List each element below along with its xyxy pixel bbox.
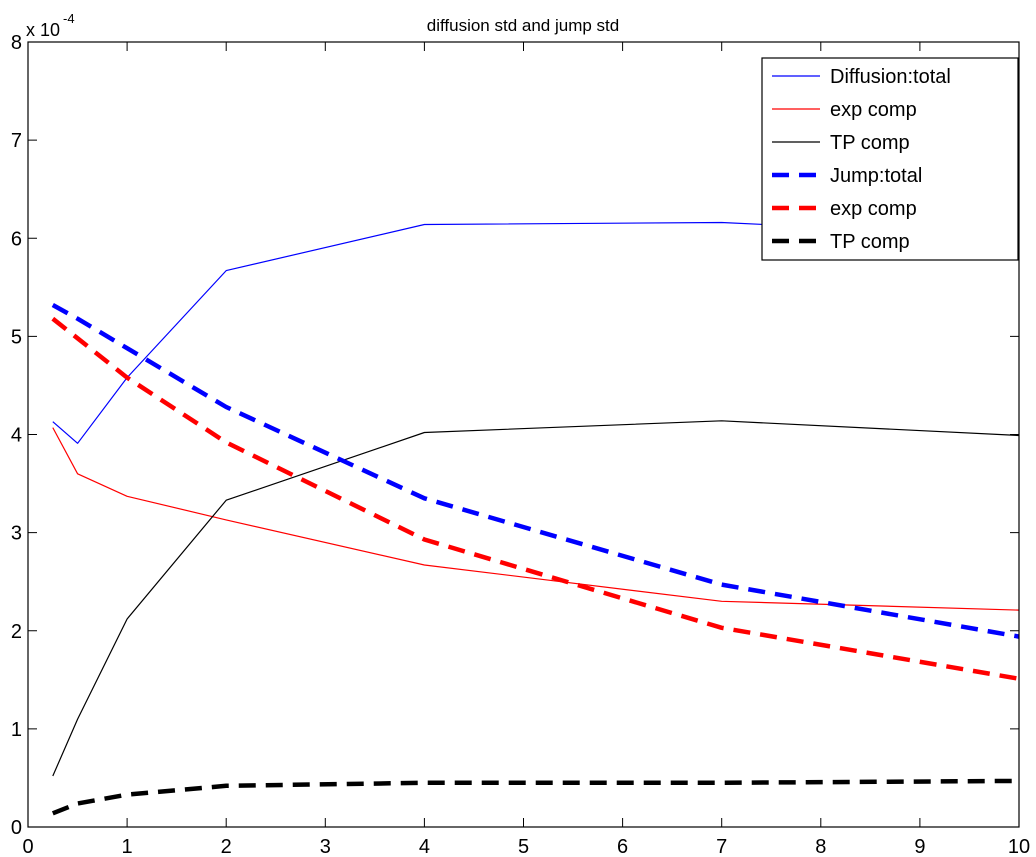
- chart-title: diffusion std and jump std: [427, 16, 619, 35]
- y-tick-label-0: 0: [11, 817, 22, 839]
- y-tick-label-7: 7: [11, 130, 22, 152]
- y-multiplier-base: x 10: [26, 20, 60, 40]
- x-tick-label-7: 7: [716, 836, 727, 857]
- series-layer: [51, 221, 1020, 816]
- x-tick-label-4: 4: [419, 836, 430, 857]
- x-tick-label-3: 3: [320, 836, 331, 857]
- x-tick-label-10: 10: [1008, 836, 1030, 857]
- x-tick-label-2: 2: [221, 836, 232, 857]
- y-tick-label-1: 1: [11, 719, 22, 741]
- y-tick-label-6: 6: [11, 228, 22, 250]
- legend-box: [761, 57, 1019, 261]
- axes-layer: [27, 41, 1020, 828]
- y-tick-label-2: 2: [11, 621, 22, 643]
- y-tick-label-3: 3: [11, 523, 22, 545]
- x-tick-label-6: 6: [617, 836, 628, 857]
- legend-label-3: Jump:total: [830, 165, 922, 187]
- x-tick-label-5: 5: [518, 836, 529, 857]
- x-tick-label-0: 0: [22, 836, 33, 857]
- y-tick-label-8: 8: [11, 32, 22, 54]
- y-tick-label-5: 5: [11, 326, 22, 348]
- x-tick-label-9: 9: [914, 836, 925, 857]
- legend-label-1: exp comp: [830, 99, 917, 121]
- y-tick-label-4: 4: [11, 425, 22, 447]
- legend-label-5: TP comp: [830, 231, 910, 253]
- x-tick-label-8: 8: [815, 836, 826, 857]
- tick-label-layer: 0 1 2 3 4 5 6 7 8 9 10 0 1 2 3 4 5 6 7 8: [11, 32, 1030, 857]
- legend: Diffusion:total exp comp TP comp Jump:total…: [761, 57, 1019, 261]
- legend-label-2: TP comp: [830, 132, 910, 154]
- y-exponent-multiplier: x 10 -4: [26, 11, 75, 40]
- x-tick-label-1: 1: [122, 836, 133, 857]
- y-multiplier-exponent: -4: [63, 11, 75, 26]
- legend-label-0: Diffusion:total: [830, 66, 951, 88]
- legend-label-4: exp comp: [830, 198, 917, 220]
